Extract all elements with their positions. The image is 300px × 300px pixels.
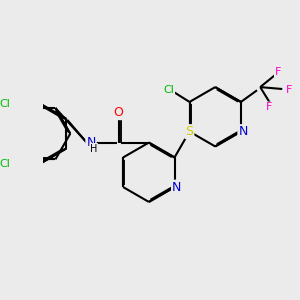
- Text: F: F: [266, 102, 272, 112]
- Text: S: S: [185, 125, 194, 138]
- Text: O: O: [113, 106, 123, 119]
- Text: N: N: [86, 136, 96, 149]
- Text: Cl: Cl: [0, 159, 11, 169]
- Text: N: N: [238, 125, 248, 138]
- Text: N: N: [172, 181, 182, 194]
- Text: F: F: [275, 67, 281, 77]
- Text: Cl: Cl: [0, 99, 11, 109]
- Text: H: H: [90, 143, 98, 154]
- Text: F: F: [285, 85, 292, 95]
- Text: Cl: Cl: [163, 85, 174, 95]
